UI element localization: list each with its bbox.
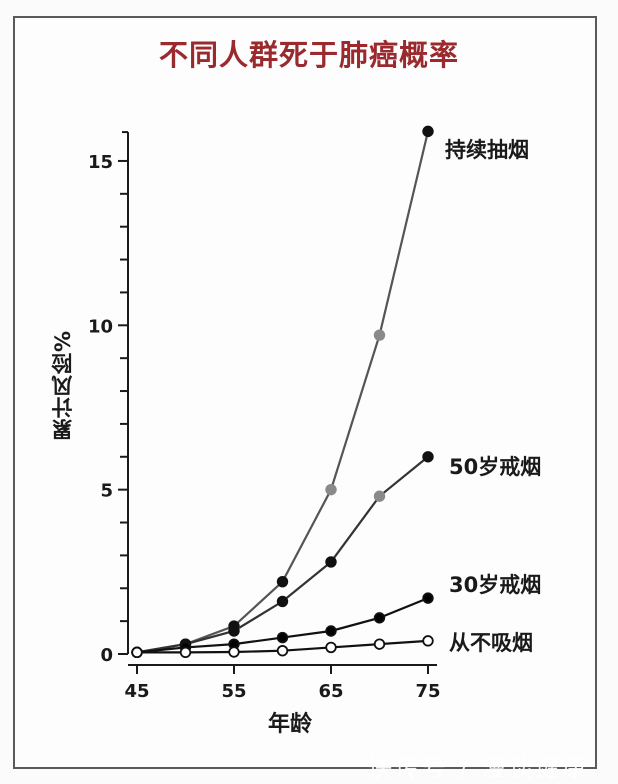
data-point-marker [325,483,337,496]
data-point-marker [422,125,434,138]
x-tick-label: 45 [124,681,149,702]
data-point-marker [373,329,386,341]
series-label-quit-at-30: 30岁戒烟 [449,573,542,597]
data-point-marker [228,646,240,658]
data-point-marker [373,612,386,624]
data-point-marker [276,575,289,588]
series-label-continuous-smoker: 持续抽烟 [445,138,529,162]
data-point-marker [422,592,434,604]
y-tick-label: 5 [100,481,113,502]
data-point-marker [325,556,337,568]
series-line [136,131,430,654]
data-point-marker [373,490,386,502]
data-point-marker [373,638,386,650]
x-tick-label: 75 [415,681,440,702]
y-tick-label: 0 [100,645,113,666]
data-point-marker [422,451,434,463]
x-tick-label: 55 [221,681,246,702]
series-label-quit-at-50: 50岁戒烟 [449,455,542,479]
chart-title: 不同人群死于肺癌概率 [158,38,459,72]
data-point-marker [276,595,289,608]
data-point-marker [276,631,289,644]
data-point-marker [131,646,143,659]
data-point-marker [422,635,434,647]
y-axis-label: 累计风险% [51,330,75,441]
x-axis-label: 年龄 [267,712,312,737]
data-point-marker [325,641,337,654]
data-point-marker [276,645,289,657]
x-tick-label: 65 [318,681,343,702]
series-line [136,455,429,654]
chart-frame [13,16,597,769]
data-point-marker [179,646,192,659]
y-tick-label: 15 [88,152,113,173]
watermark: 快传号 / 漫谈健康 [368,754,590,782]
series-label-never-smoker: 从不吸烟 [449,631,533,655]
data-point-marker [325,625,337,637]
y-tick-label: 10 [88,316,113,337]
data-point-marker [228,625,240,637]
